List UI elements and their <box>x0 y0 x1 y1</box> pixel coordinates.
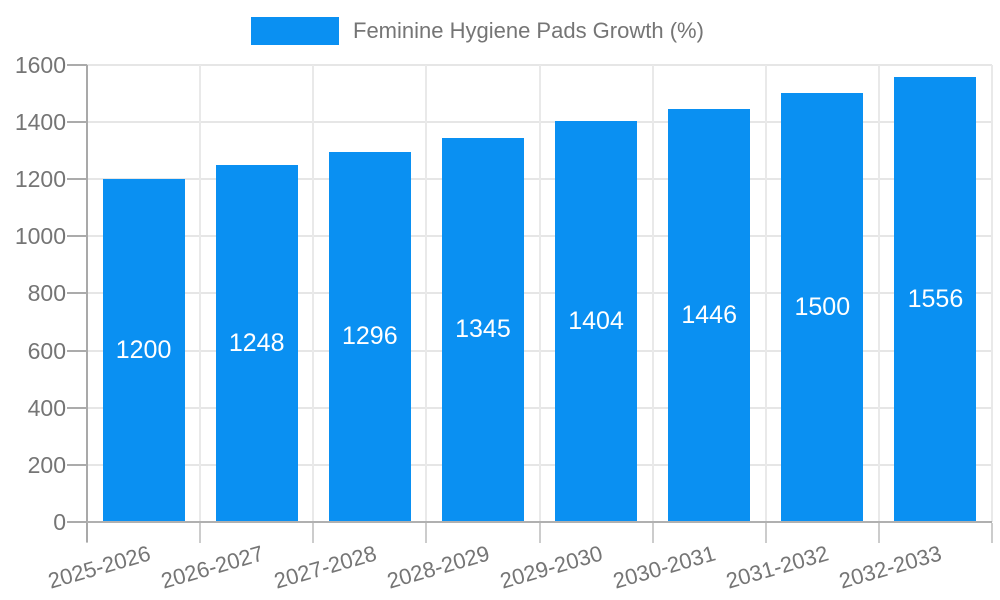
x-tick <box>425 523 428 543</box>
gridline-v <box>199 64 202 522</box>
bar-value-label: 1500 <box>794 293 851 322</box>
x-tick <box>991 523 993 543</box>
y-axis-label: 800 <box>27 280 66 307</box>
gridline-v <box>651 64 654 522</box>
bar[interactable]: 1404 <box>555 120 638 522</box>
bar-value-label: 1248 <box>228 329 285 358</box>
x-tick <box>651 523 654 543</box>
y-tick <box>67 463 87 466</box>
y-tick <box>67 63 87 66</box>
bar-value-label: 1446 <box>681 300 737 329</box>
x-tick <box>538 523 541 543</box>
bar[interactable]: 1345 <box>441 137 524 522</box>
bar[interactable]: 1200 <box>102 179 185 522</box>
y-axis-line <box>86 64 88 542</box>
y-tick <box>67 178 87 181</box>
y-axis-label: 1400 <box>14 108 66 135</box>
bar[interactable]: 1296 <box>328 151 411 522</box>
bar-value-label: 1404 <box>568 306 624 335</box>
x-axis-line <box>87 521 992 523</box>
y-axis-label: 1200 <box>14 166 66 193</box>
x-tick <box>877 523 880 543</box>
gridline-v <box>312 64 315 522</box>
y-tick <box>67 235 87 238</box>
x-tick <box>199 523 202 543</box>
x-tick <box>312 523 315 543</box>
y-tick <box>67 521 87 523</box>
y-axis-label: 600 <box>27 337 66 364</box>
gridline-v <box>764 64 767 522</box>
bar-value-label: 1200 <box>115 336 172 364</box>
gridline-v <box>877 64 880 522</box>
y-tick <box>67 292 87 295</box>
legend-label[interactable]: Feminine Hygiene Pads Growth (%) <box>353 18 704 43</box>
y-axis-label: 0 <box>53 509 66 535</box>
y-tick <box>67 349 87 352</box>
y-axis-label: 1600 <box>14 51 66 78</box>
y-tick <box>67 406 87 409</box>
gridline-v <box>425 64 428 522</box>
bar-value-label: 1345 <box>455 315 511 344</box>
bar[interactable]: 1500 <box>781 93 864 522</box>
legend-swatch[interactable] <box>251 17 339 45</box>
x-tick <box>764 523 767 543</box>
y-tick <box>67 120 87 123</box>
y-axis-label: 400 <box>27 394 66 421</box>
bar[interactable]: 1446 <box>668 108 751 522</box>
gridline-v <box>991 64 993 522</box>
bar[interactable]: 1248 <box>215 165 298 522</box>
y-axis-label: 1000 <box>14 223 66 250</box>
bar-value-label: 1296 <box>342 322 398 351</box>
gridline-v <box>538 64 541 522</box>
bar[interactable]: 1556 <box>894 77 977 522</box>
y-axis-label: 200 <box>27 451 66 478</box>
bar-value-label: 1556 <box>907 285 964 314</box>
